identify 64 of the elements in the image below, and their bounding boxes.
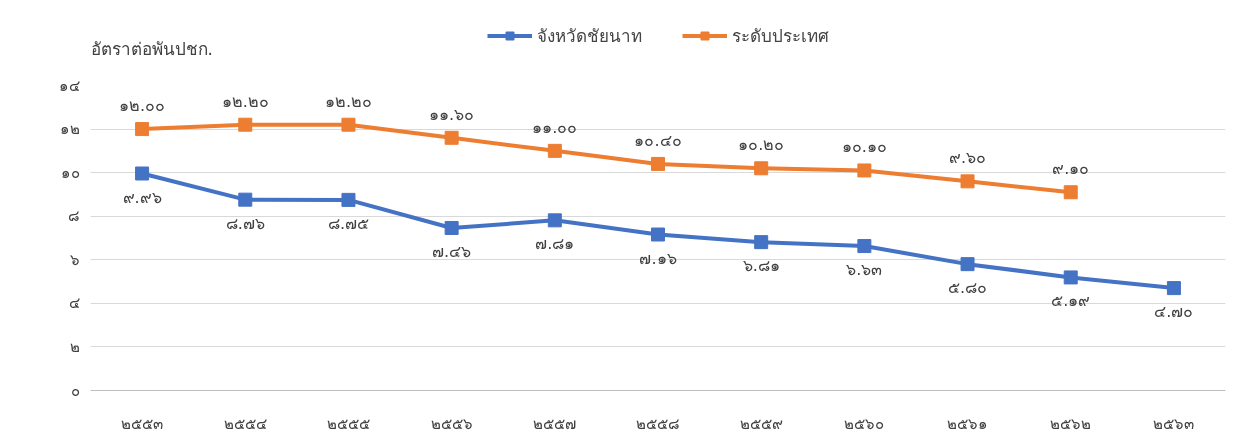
- data-label: ๗.๘๑: [535, 234, 575, 254]
- point: [1063, 270, 1078, 285]
- y-tick-label: ๑๒: [59, 120, 80, 139]
- point: [1166, 281, 1181, 296]
- y-tick-label: ๑๔: [58, 76, 80, 95]
- x-tick-label: ๒๕๕๘: [636, 414, 680, 433]
- data-label: ๙.๙๖: [122, 187, 162, 207]
- x-tick-label: ๒๕๕๖: [430, 414, 473, 433]
- y-tick-label: ๔: [68, 294, 80, 313]
- x-tick-label: ๒๕๕๓: [121, 414, 164, 433]
- data-label: ๘.๗๖: [225, 213, 265, 233]
- data-label: ๖.๘๑: [742, 256, 780, 276]
- x-tick-label: ๒๕๖๓: [1153, 414, 1195, 433]
- data-label: ๑๐.๔๐: [634, 130, 682, 150]
- point: [857, 163, 872, 178]
- point: [238, 192, 253, 207]
- point: [960, 174, 975, 189]
- point: [444, 130, 459, 145]
- data-label: ๑๐.๑๐: [841, 137, 887, 157]
- data-label: ๑๑.๐๐: [532, 117, 578, 137]
- data-label: ๕.๑๙: [1051, 291, 1091, 311]
- point: [444, 220, 459, 235]
- point: [651, 227, 665, 242]
- y-tick-label: ๑๐: [60, 163, 80, 182]
- point: [341, 117, 356, 132]
- x-tick-label: ๒๕๕๔: [223, 414, 267, 433]
- y-axis-title: อัตราต่อพันปชก.: [90, 38, 213, 59]
- data-label: ๑๒.๒๐: [324, 91, 373, 111]
- data-label: ๕.๘๐: [948, 278, 988, 298]
- data-label: ๑๒.๒๐: [221, 91, 269, 111]
- data-label: ๘.๗๕: [327, 213, 370, 233]
- point: [651, 156, 665, 171]
- data-label: ๖.๖๓: [846, 260, 883, 280]
- point: [341, 192, 356, 207]
- x-tick-label: ๒๕๕๕: [326, 414, 370, 433]
- y-tick-label: ๘: [67, 207, 80, 226]
- data-label: ๑๐.๒๐: [738, 135, 785, 155]
- data-label: ๔.๗๐: [1154, 302, 1194, 322]
- point: [754, 161, 769, 176]
- x-tick-label: ๒๕๖๑: [947, 414, 989, 433]
- data-label: ๙.๑๐: [1052, 159, 1090, 179]
- data-label: ๗.๑๖: [639, 248, 677, 268]
- point: [754, 235, 769, 250]
- legend-label: ระดับประเทศ: [731, 24, 829, 48]
- data-label: ๑๑.๖๐: [429, 104, 475, 124]
- x-tick-label: ๒๕๕๗: [533, 414, 577, 433]
- point: [547, 213, 562, 228]
- data-label: ๑๒.๐๐: [119, 96, 166, 116]
- x-tick-label: ๒๕๕๙: [739, 414, 783, 433]
- point: [135, 166, 150, 181]
- x-tick-label: ๒๕๖๒: [1050, 414, 1092, 433]
- data-label: ๙.๖๐: [949, 148, 987, 168]
- point: [960, 257, 975, 272]
- y-tick-label: ๖: [69, 250, 80, 269]
- point: [135, 122, 150, 137]
- data-label: ๗.๔๖: [432, 241, 472, 261]
- point: [1063, 185, 1078, 200]
- point: [857, 239, 872, 254]
- point: [547, 143, 562, 158]
- y-tick-label: ๒: [69, 337, 80, 356]
- legend-label: จังหวัดชัยนาท: [536, 24, 642, 48]
- y-tick-label: ๐: [70, 381, 80, 400]
- point: [238, 117, 253, 132]
- x-tick-label: ๒๕๖๐: [844, 414, 885, 433]
